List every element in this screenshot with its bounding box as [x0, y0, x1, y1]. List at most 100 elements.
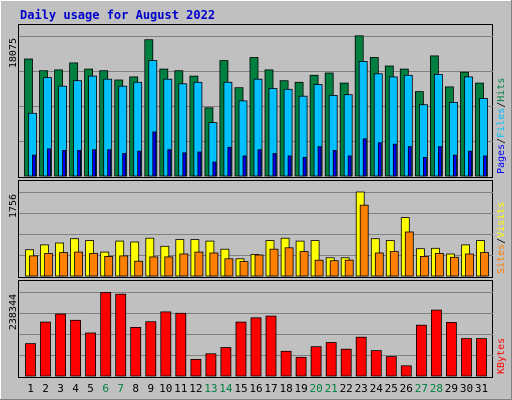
bar-sites-day-13: [209, 252, 219, 277]
bar-kbytes-day-27: [415, 324, 427, 377]
x-tick-label: 9: [147, 382, 154, 395]
bar-pages-day-15: [242, 155, 247, 177]
bar-pages-day-9: [152, 131, 157, 177]
bar-kbytes-day-28: [430, 309, 442, 377]
bar-kbytes-day-6: [100, 292, 112, 377]
bar-sites-day-16: [254, 254, 264, 277]
bar-pages-day-24: [377, 142, 382, 177]
bar-pages-day-23: [362, 138, 367, 177]
legend-entry-hits: Hits: [496, 78, 507, 102]
bar-sites-day-20: [314, 259, 324, 277]
bar-sites-day-27: [419, 255, 429, 277]
legend-entry-files: Files: [496, 108, 507, 138]
x-tick-label: 17: [264, 382, 277, 395]
bar-sites-day-6: [104, 255, 114, 277]
legend-separator: /: [496, 102, 507, 108]
bar-sites-day-11: [179, 253, 189, 277]
bar-kbytes-day-24: [370, 350, 382, 377]
panel-box: [18, 24, 493, 178]
bar-pages-day-19: [302, 156, 307, 177]
bar-sites-day-4: [74, 251, 83, 277]
bar-pages-day-11: [182, 152, 187, 177]
bar-pages-day-2: [47, 148, 51, 177]
legend-separator: /: [496, 138, 507, 144]
bar-pages-day-4: [77, 149, 81, 177]
y-max-label: 238344: [8, 294, 19, 330]
x-tick-label: 19: [294, 382, 307, 395]
bar-kbytes-day-16: [250, 317, 262, 377]
bar-pages-day-21: [332, 149, 337, 177]
legend-entry-visits: Visits: [496, 202, 507, 238]
x-tick-label: 11: [174, 382, 187, 395]
x-tick-label: 6: [102, 382, 109, 395]
bar-pages-day-26: [407, 146, 412, 177]
x-tick-label: 25: [385, 382, 398, 395]
x-tick-label: 31: [475, 382, 488, 395]
bar-pages-day-31: [483, 155, 487, 177]
bar-sites-day-2: [44, 253, 53, 277]
x-tick-label: 27: [415, 382, 428, 395]
bar-sites-day-30: [465, 253, 474, 277]
bar-pages-day-30: [468, 150, 472, 177]
bar-pages-day-8: [137, 150, 142, 177]
bar-kbytes-day-25: [385, 356, 397, 377]
bar-sites-day-21: [329, 260, 339, 277]
bar-sites-day-29: [449, 256, 459, 277]
bar-pages-day-13: [212, 161, 217, 177]
bar-sites-day-15: [239, 261, 249, 277]
legend-traffic: Pages/Files/Hits: [496, 78, 507, 174]
bar-kbytes-day-21: [325, 342, 337, 377]
bar-sites-day-23: [359, 204, 369, 277]
bar-pages-day-20: [317, 146, 322, 177]
bar-sites-day-9: [149, 256, 159, 277]
bar-pages-day-6: [107, 149, 112, 177]
bar-kbytes-day-18: [280, 350, 292, 377]
x-tick-label: 18: [279, 382, 292, 395]
x-tick-label: 5: [87, 382, 94, 395]
x-tick-label: 26: [400, 382, 413, 395]
panels: 18075Pages/Files/Hits1756Sites/Visits238…: [8, 24, 507, 378]
bar-kbytes-day-12: [190, 358, 202, 377]
bar-kbytes-day-14: [220, 347, 232, 377]
bar-kbytes-day-20: [310, 346, 322, 377]
x-tick-label: 29: [445, 382, 458, 395]
bar-kbytes-day-15: [235, 321, 247, 377]
bar-pages-day-25: [392, 143, 397, 177]
bar-sites-day-25: [389, 251, 399, 277]
bar-kbytes-day-19: [295, 356, 307, 377]
bar-pages-day-18: [287, 155, 292, 177]
bar-sites-day-1: [29, 255, 38, 277]
x-tick-label: 16: [249, 382, 262, 395]
bar-pages-day-1: [32, 154, 36, 177]
bar-pages-day-5: [92, 149, 96, 177]
bar-kbytes-day-2: [40, 321, 51, 377]
bar-sites-day-8: [134, 260, 144, 277]
legend-separator: /: [496, 238, 507, 244]
bar-pages-day-10: [167, 149, 172, 177]
bar-sites-day-19: [299, 251, 309, 277]
bar-kbytes-day-17: [265, 315, 277, 377]
bar-sites-day-10: [164, 256, 174, 277]
x-tick-label: 30: [460, 382, 473, 395]
bar-kbytes-day-5: [85, 332, 96, 377]
panel-box: [18, 180, 493, 278]
bar-kbytes-day-8: [130, 326, 142, 377]
x-tick-label: 15: [234, 382, 247, 395]
bar-kbytes-day-23: [355, 336, 367, 377]
bar-kbytes-day-7: [115, 293, 127, 377]
legend-visitors: Sites/Visits: [496, 202, 507, 274]
x-tick-label: 20: [309, 382, 322, 395]
bar-sites-day-24: [374, 252, 384, 277]
x-tick-label: 21: [325, 382, 338, 395]
bar-pages-day-16: [257, 149, 262, 177]
x-tick-label: 8: [132, 382, 139, 395]
x-tick-label: 3: [57, 382, 64, 395]
bar-kbytes-day-1: [25, 343, 36, 377]
bar-sites-day-14: [224, 258, 234, 277]
x-tick-label: 23: [355, 382, 368, 395]
x-tick-label: 24: [370, 382, 384, 395]
x-tick-label: 7: [117, 382, 124, 395]
panel-kbytes: 238344 KBytes: [8, 280, 507, 378]
